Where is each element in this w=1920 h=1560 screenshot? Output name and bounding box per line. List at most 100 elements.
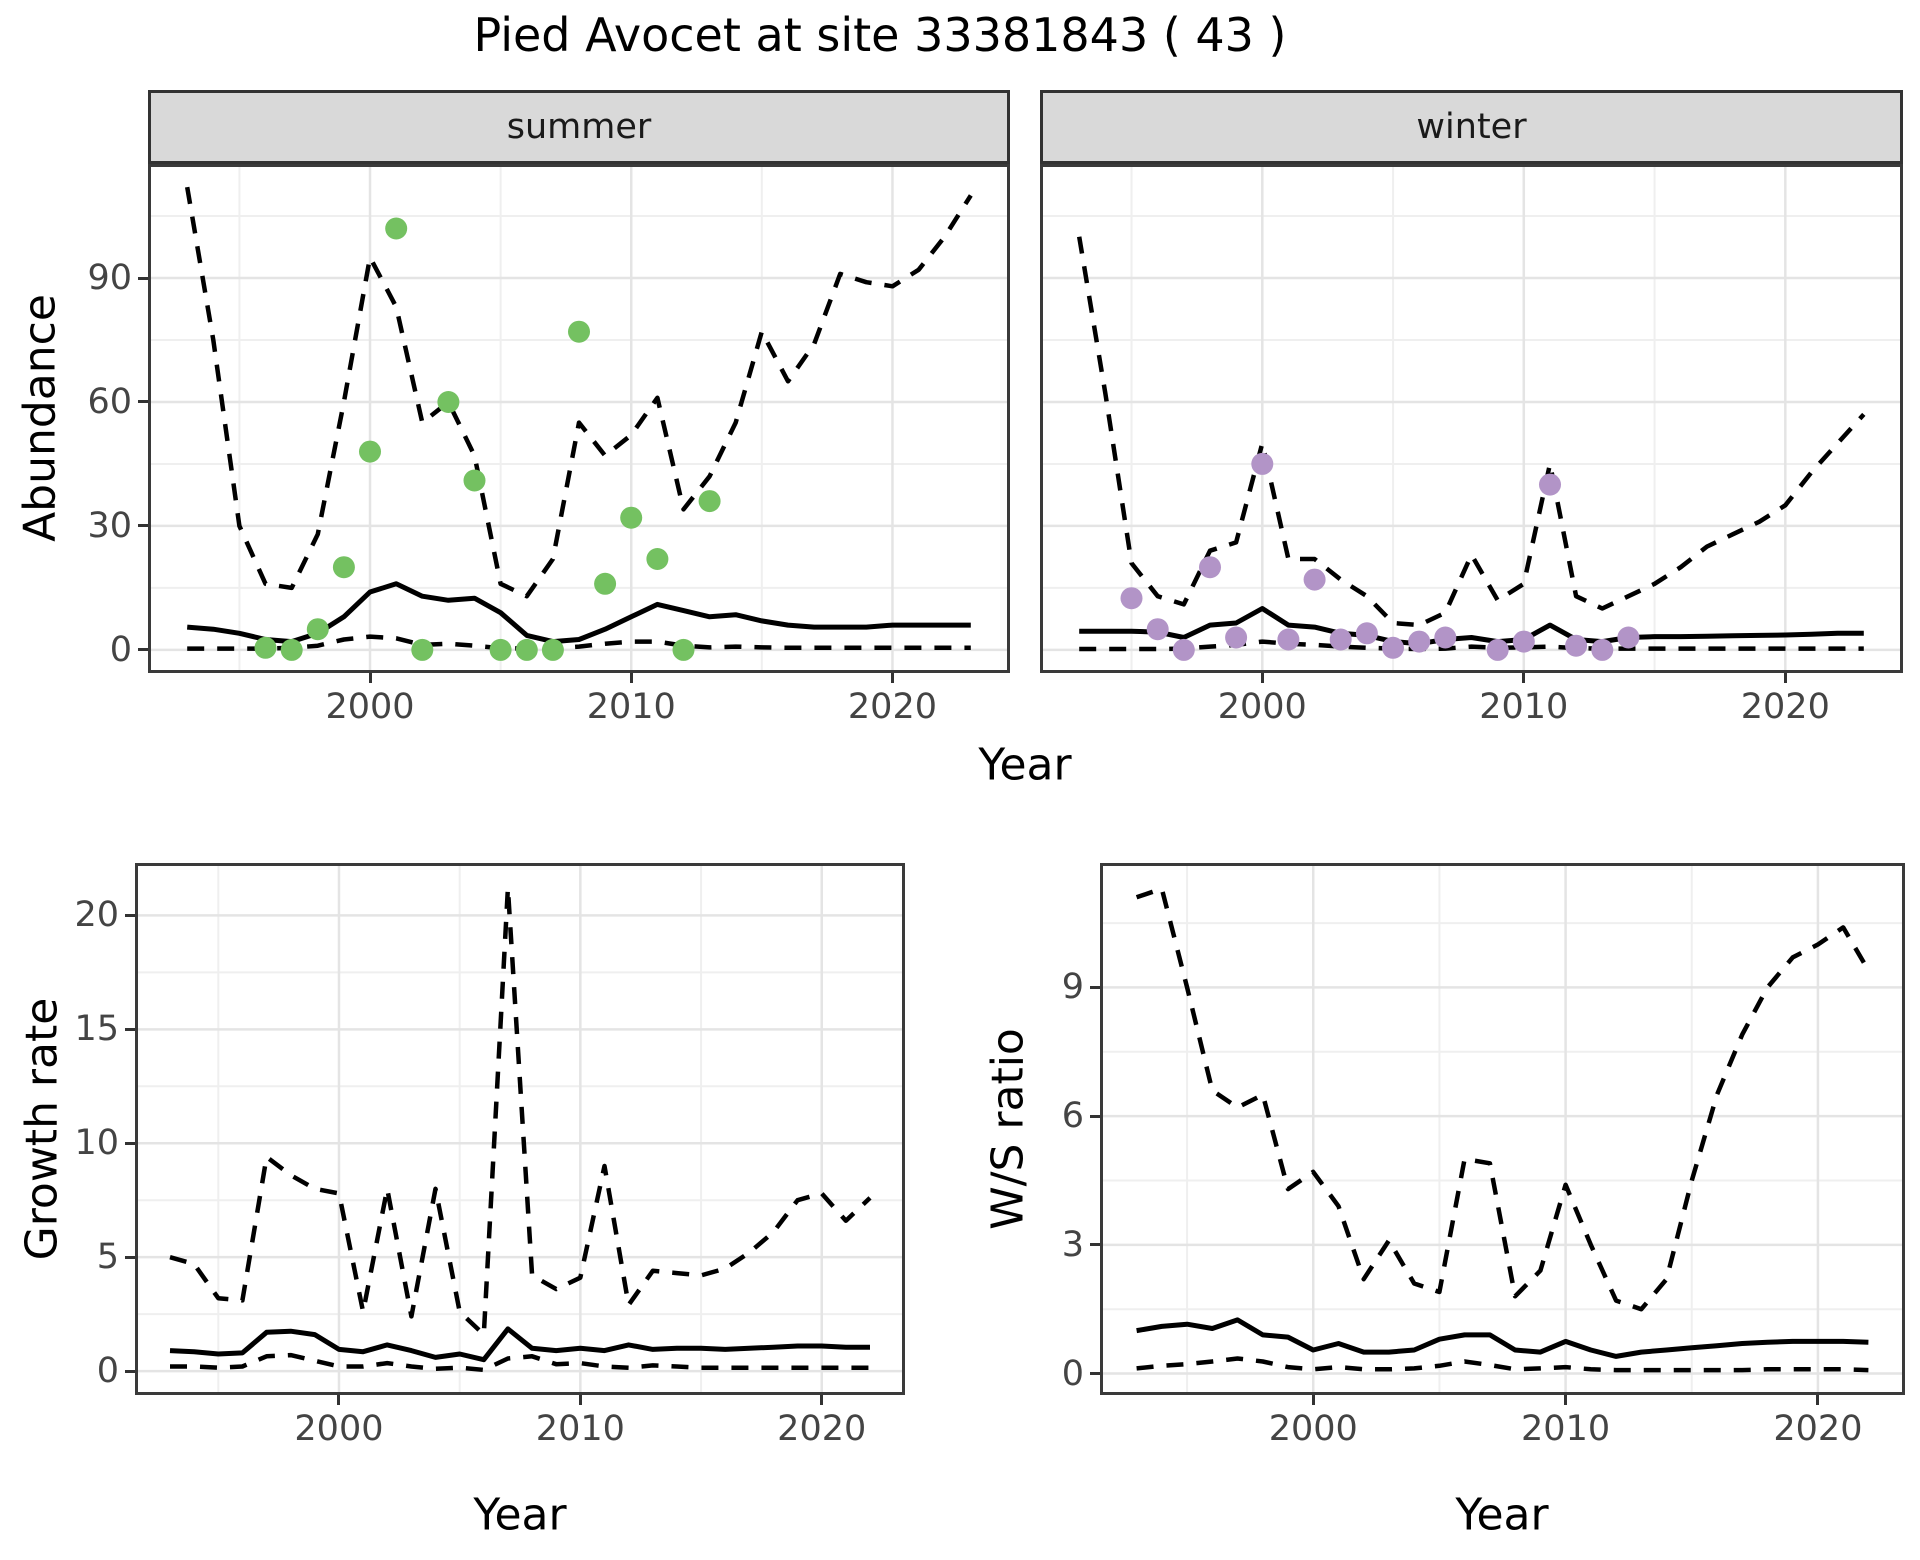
x-tick-mark (1816, 1395, 1820, 1405)
summer-observation-point (646, 548, 669, 570)
summer-observation-point (306, 618, 329, 641)
x-tick-mark (368, 673, 372, 683)
summer-observation-point (280, 638, 303, 661)
x-tick-label: 2000 (1217, 687, 1307, 727)
x-tick-mark (1564, 1395, 1568, 1405)
x-tick-label: 2000 (1268, 1409, 1358, 1449)
winter-observation-point (1382, 636, 1404, 659)
winter-lower_95ci-line (1079, 639, 1864, 652)
y-tick-label: 60 (87, 381, 132, 422)
x-tick-label: 2020 (777, 1409, 867, 1449)
x-tick-label: 2020 (847, 687, 937, 727)
y-tick-label: 30 (87, 505, 132, 546)
summer-observation-point (254, 636, 277, 659)
summer-observation-point (698, 490, 721, 513)
winter-observation-point (1434, 626, 1457, 649)
summer-observation-point (385, 217, 408, 240)
x-tick-label: 2020 (1773, 1409, 1863, 1449)
x-tick-label: 2010 (1521, 1409, 1611, 1449)
year-x-axis-title-ws: Year (1455, 1489, 1549, 1541)
winter-observation-point (1251, 452, 1274, 475)
y-tick-mark (138, 524, 148, 528)
summer-observation-point (515, 638, 538, 661)
x-tick-mark (629, 673, 633, 683)
winter-median-line (1079, 606, 1864, 647)
y-tick-mark (1090, 1114, 1100, 1118)
x-tick-label: 2020 (1740, 687, 1830, 727)
winter-observation-point (1408, 630, 1431, 653)
facet-strip-label: summer (506, 107, 652, 147)
summer-observation-point (359, 440, 381, 463)
winter-observation-point (1539, 473, 1561, 496)
winter-observation-point (1565, 634, 1588, 657)
x-tick-label: 2000 (325, 687, 415, 727)
winter-observation-point (1591, 638, 1614, 661)
facet-strip-label: winter (1416, 107, 1527, 147)
y-tick-mark (138, 648, 148, 652)
x-tick-mark (1260, 673, 1264, 683)
facet-strip-summer: summer (148, 90, 1010, 164)
summer-observation-point (463, 469, 486, 492)
y-tick-label: 6 (1061, 1096, 1084, 1137)
y-tick-mark (125, 913, 135, 917)
y-tick-label: 90 (87, 258, 132, 299)
ws-lower_95ci-line (1136, 1356, 1869, 1373)
y-tick-label: 3 (1061, 1224, 1084, 1265)
x-tick-mark (337, 1395, 341, 1405)
winter-observation-point (1199, 556, 1221, 579)
summer-observation-point (594, 572, 617, 595)
growth-upper_95ci-line (169, 885, 872, 1337)
x-tick-label: 2010 (1479, 687, 1569, 727)
winter-observation-point (1303, 568, 1326, 591)
winter-observation-point (1225, 626, 1248, 649)
year-x-axis-title-top: Year (978, 739, 1072, 791)
facet-strip-winter: winter (1040, 90, 1903, 164)
y-tick-label: 0 (96, 1351, 119, 1392)
ws-median-line (1136, 1317, 1869, 1359)
summer-lower_95ci-line (187, 634, 971, 651)
growth-panel (135, 863, 905, 1395)
ws-upper_95ci-line (1135, 886, 1871, 1312)
x-tick-mark (1522, 673, 1526, 683)
summer-observation-point (568, 320, 590, 343)
winter-panel (1040, 164, 1903, 673)
summer-observation-point (411, 638, 434, 661)
winter-observation-point (1120, 587, 1143, 610)
ws-panel (1100, 863, 1905, 1395)
summer-observation-point (672, 638, 695, 661)
y-tick-mark (1090, 985, 1100, 989)
x-tick-mark (578, 1395, 582, 1405)
summer-observation-point (332, 556, 355, 579)
x-tick-label: 2010 (535, 1409, 625, 1449)
growth-lower_95ci-line (170, 1352, 870, 1373)
x-tick-mark (890, 673, 894, 683)
y-tick-mark (138, 400, 148, 404)
plot-title: Pied Avocet at site 33381843 ( 43 ) (473, 8, 1287, 62)
winter-observation-point (1329, 628, 1352, 651)
summer-observation-point (541, 638, 564, 661)
y-tick-label: 20 (74, 895, 119, 936)
y-tick-label: 0 (109, 629, 132, 670)
winter-observation-point (1486, 638, 1509, 661)
summer-observation-point (620, 506, 643, 529)
winter-observation-point (1355, 622, 1378, 645)
winter-observation-point (1512, 630, 1535, 653)
winter-observation-point (1617, 626, 1640, 649)
summer-median-line (186, 581, 971, 645)
x-tick-mark (1311, 1395, 1315, 1405)
summer-observation-point (489, 638, 512, 661)
x-tick-label: 2000 (294, 1409, 384, 1449)
winter-upper_95ci-line (1076, 236, 1866, 628)
y-tick-label: 9 (1061, 967, 1084, 1008)
winter-observation-point (1146, 618, 1169, 641)
x-tick-label: 2010 (586, 687, 676, 727)
x-tick-mark (820, 1395, 824, 1405)
summer-panel (148, 164, 1010, 673)
winter-observation-point (1172, 638, 1195, 661)
summer-observation-point (437, 391, 460, 413)
y-tick-label: 5 (96, 1237, 119, 1278)
y-tick-mark (125, 1255, 135, 1259)
winter-observation-point (1277, 628, 1300, 651)
y-tick-label: 10 (74, 1123, 119, 1164)
